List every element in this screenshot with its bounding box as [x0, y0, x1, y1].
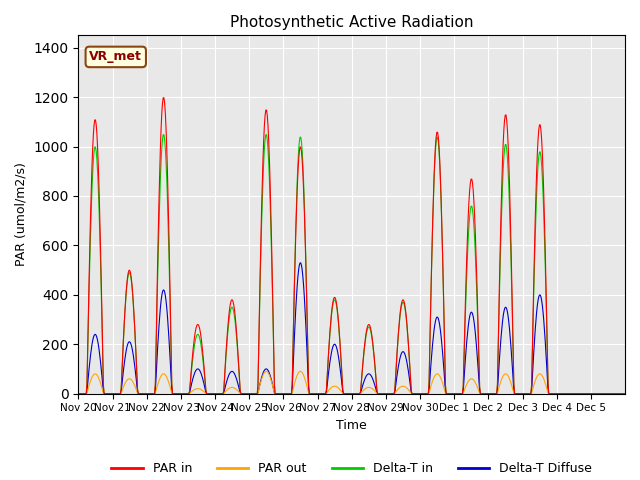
Delta-T in — [75, 391, 83, 396]
Delta-T Diffuse — [440, 359, 447, 364]
Delta-T in — [159, 132, 167, 138]
Delta-T Diffuse — [75, 391, 83, 396]
PAR out — [409, 391, 417, 396]
Line: PAR out: PAR out — [79, 372, 625, 394]
Text: VR_met: VR_met — [90, 50, 142, 63]
PAR in — [409, 391, 417, 396]
PAR in — [267, 207, 275, 213]
Delta-T in — [240, 391, 248, 396]
PAR in — [621, 391, 629, 396]
Delta-T Diffuse — [296, 260, 304, 266]
Delta-T in — [440, 283, 447, 288]
Delta-T Diffuse — [287, 391, 294, 396]
Line: PAR in: PAR in — [79, 98, 625, 394]
Delta-T Diffuse — [239, 391, 247, 396]
Delta-T in — [139, 391, 147, 396]
Line: Delta-T Diffuse: Delta-T Diffuse — [79, 263, 625, 394]
PAR in — [159, 95, 167, 101]
PAR in — [240, 391, 248, 396]
PAR in — [139, 391, 147, 396]
PAR out — [621, 391, 629, 396]
Delta-T Diffuse — [621, 391, 629, 396]
PAR out — [75, 391, 83, 396]
Delta-T Diffuse — [139, 391, 147, 396]
X-axis label: Time: Time — [337, 419, 367, 432]
PAR in — [287, 391, 295, 396]
PAR out — [287, 391, 295, 396]
PAR out — [440, 383, 447, 388]
PAR in — [440, 280, 447, 286]
PAR out — [139, 391, 147, 396]
Delta-T Diffuse — [409, 391, 417, 396]
Title: Photosynthetic Active Radiation: Photosynthetic Active Radiation — [230, 15, 474, 30]
Line: Delta-T in: Delta-T in — [79, 135, 625, 394]
Delta-T in — [621, 391, 629, 396]
Delta-T in — [267, 223, 275, 229]
Y-axis label: PAR (umol/m2/s): PAR (umol/m2/s) — [15, 163, 28, 266]
Delta-T Diffuse — [266, 372, 274, 378]
PAR out — [239, 391, 247, 396]
Delta-T in — [287, 391, 295, 396]
PAR out — [267, 376, 275, 382]
Legend: PAR in, PAR out, Delta-T in, Delta-T Diffuse: PAR in, PAR out, Delta-T in, Delta-T Dif… — [106, 457, 597, 480]
Delta-T in — [409, 391, 417, 396]
PAR out — [262, 369, 269, 374]
PAR in — [75, 391, 83, 396]
